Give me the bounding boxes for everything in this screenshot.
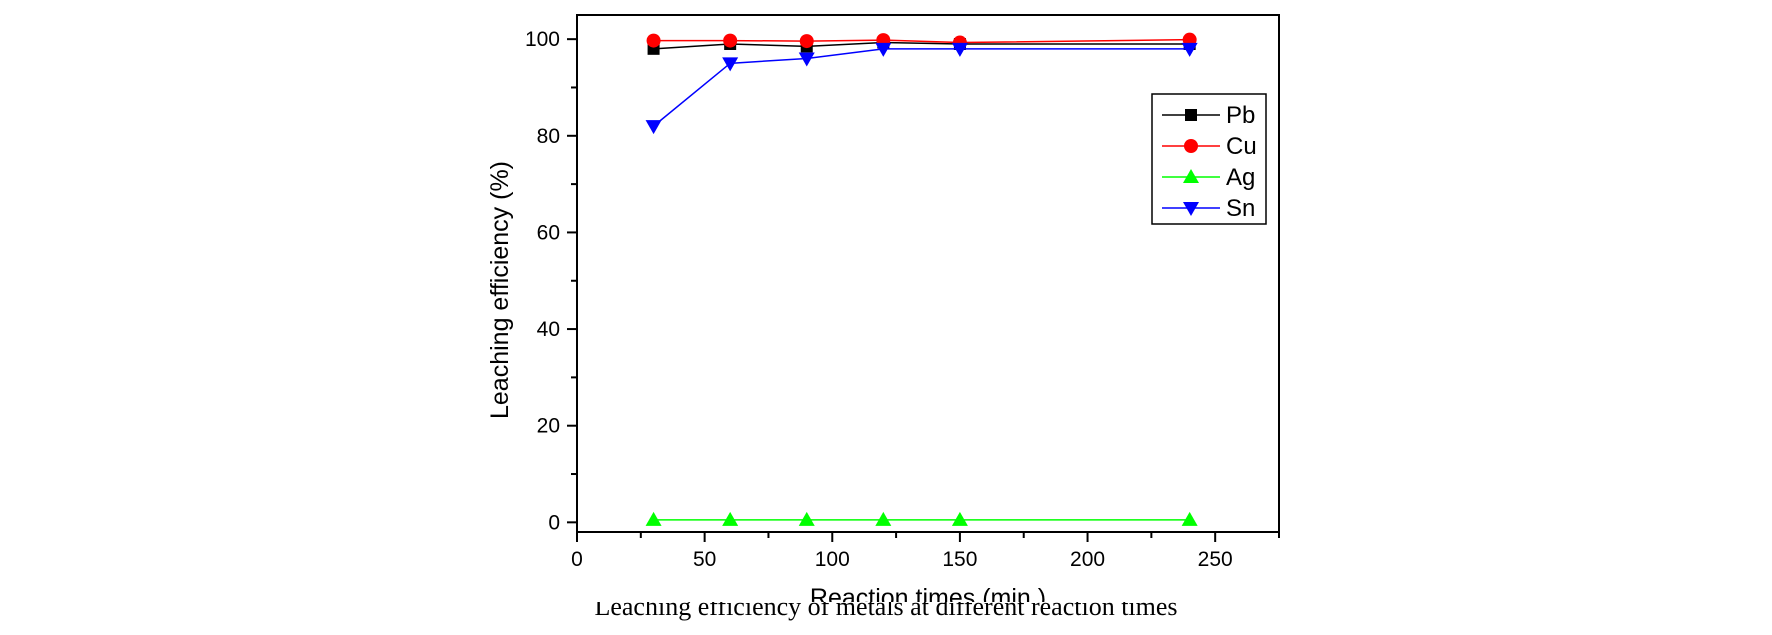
y-tick-label: 0 — [548, 511, 560, 534]
legend-label: Sn — [1226, 195, 1255, 222]
data-point-cu — [646, 33, 661, 48]
data-point-cu — [723, 33, 738, 48]
data-point-ag — [798, 511, 815, 526]
leaching-chart: 0 50 100 150 200 250 0 20 40 60 80 100 Reaction ti… — [486, 14, 1280, 602]
legend-item-sn: Sn — [1162, 195, 1255, 222]
series-line-pb — [653, 41, 1190, 50]
x-tick-label: 50 — [693, 548, 716, 571]
series-line-cu — [653, 38, 1190, 44]
data-point-sn — [722, 57, 739, 72]
data-point-sn — [1181, 42, 1198, 57]
legend-item-ag: Ag — [1162, 164, 1255, 191]
legend-label: Pb — [1226, 102, 1255, 129]
y-tick-label: 60 — [537, 221, 560, 244]
y-tick-label: 80 — [537, 125, 560, 148]
x-tick-label: 0 — [571, 548, 583, 571]
legend: Pb Cu Ag Sn — [1151, 93, 1267, 225]
series-ag — [645, 511, 1198, 526]
data-point-ag — [951, 511, 968, 526]
legend-marker — [1184, 139, 1198, 153]
data-point-sn — [875, 42, 892, 57]
x-tick-label: 250 — [1198, 548, 1233, 571]
series-layer — [645, 32, 1198, 526]
legend-item-pb: Pb — [1162, 102, 1255, 129]
series-cu — [646, 32, 1197, 50]
legend-item-cu: Cu — [1162, 133, 1257, 160]
figure-caption: Leaching efficiency of metals at differe… — [0, 602, 1772, 635]
y-axis-ticks: 0 20 40 60 80 100 — [525, 28, 577, 534]
data-point-sn — [798, 52, 815, 67]
y-tick-label: 100 — [525, 28, 560, 51]
data-point-ag — [645, 511, 662, 526]
legend-marker — [1183, 169, 1199, 183]
legend-label: Cu — [1226, 133, 1257, 160]
data-point-ag — [722, 511, 739, 526]
series-line-sn — [653, 48, 1190, 127]
x-tick-label: 150 — [942, 548, 977, 571]
x-tick-label: 100 — [815, 548, 850, 571]
y-axis-title: Leaching efficiency (%) — [486, 161, 514, 419]
y-tick-label: 40 — [537, 318, 560, 341]
data-point-sn — [645, 120, 662, 135]
legend-label: Ag — [1226, 164, 1255, 191]
data-point-cu — [799, 34, 814, 49]
figure-caption-text: Leaching efficiency of metals at differe… — [594, 602, 1178, 621]
x-axis-title: Reaction times (min.) — [810, 584, 1046, 602]
series-sn — [645, 42, 1198, 135]
data-point-ag — [1181, 511, 1198, 526]
legend-marker — [1185, 109, 1197, 121]
y-tick-label: 20 — [537, 415, 560, 438]
x-tick-label: 200 — [1070, 548, 1105, 571]
data-point-sn — [951, 42, 968, 57]
legend-marker — [1183, 202, 1199, 216]
data-point-ag — [875, 511, 892, 526]
x-axis-ticks: 0 50 100 150 200 250 — [571, 532, 1280, 571]
plot-frame — [576, 14, 1280, 533]
